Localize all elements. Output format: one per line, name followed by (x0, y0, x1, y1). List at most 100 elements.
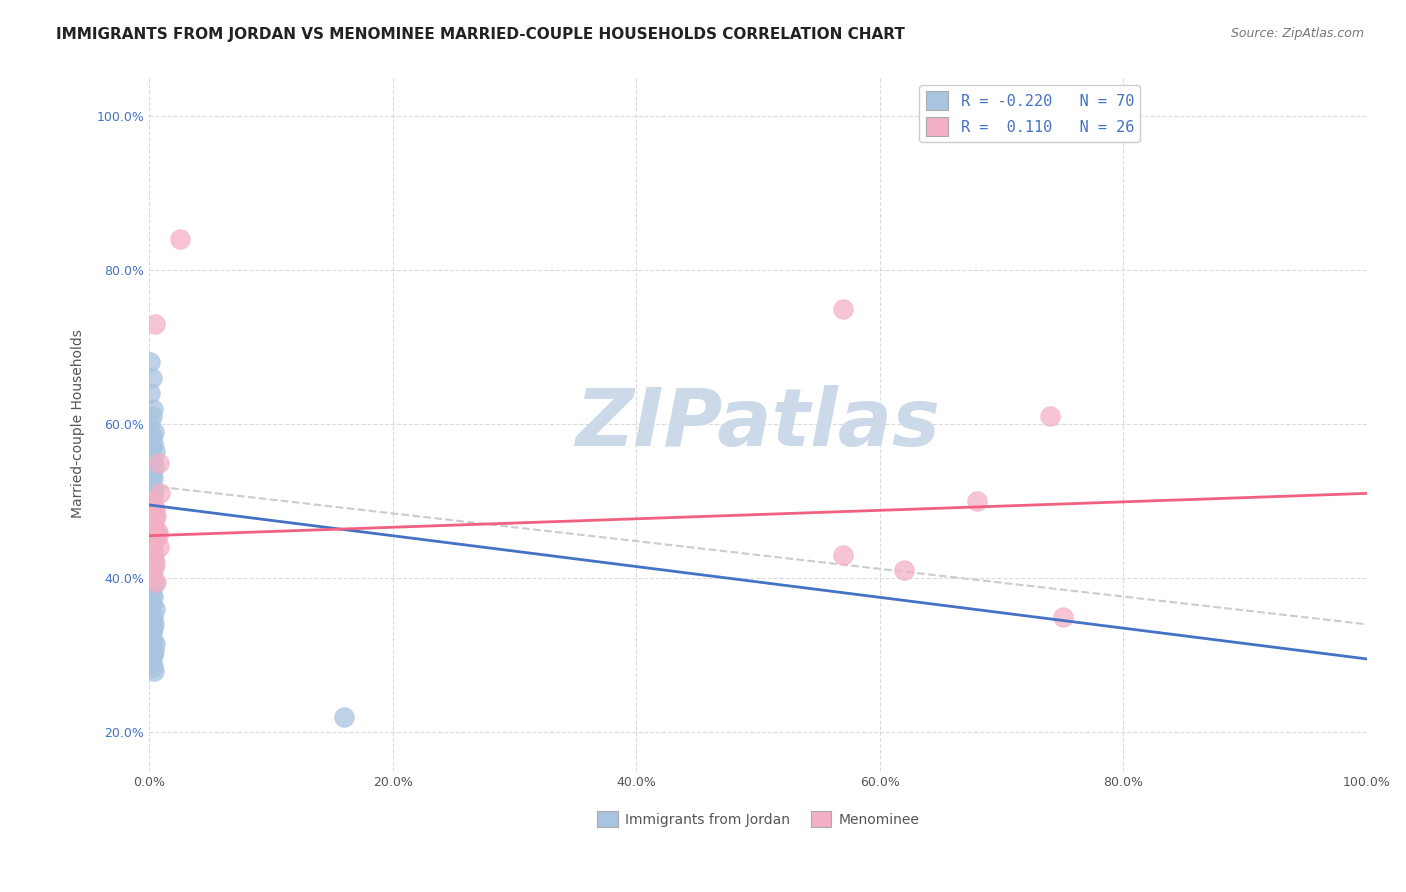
Point (143, 556, 166, 570)
Point (139, 417, 162, 431)
Point (143, 509, 166, 524)
Point (145, 574, 167, 589)
Point (143, 602, 166, 616)
Point (139, 594, 162, 608)
Point (832, 548, 855, 562)
Point (143, 524, 166, 539)
Point (893, 563, 915, 577)
Point (141, 456, 163, 470)
Point (142, 563, 165, 577)
Point (141, 494, 163, 508)
Point (139, 448, 162, 462)
Point (148, 456, 170, 470)
Point (142, 536, 165, 550)
Point (141, 571, 163, 585)
Point (145, 524, 167, 539)
Point (1039, 409, 1062, 424)
Point (141, 467, 163, 482)
Point (142, 521, 165, 535)
Point (1052, 609, 1074, 624)
Point (141, 614, 163, 628)
Point (139, 541, 162, 555)
Point (142, 498, 165, 512)
Point (139, 652, 162, 666)
Point (143, 644, 166, 658)
Point (832, 301, 855, 316)
Point (139, 529, 162, 543)
Point (143, 483, 166, 497)
Point (141, 440, 163, 454)
Point (141, 371, 163, 385)
Point (141, 478, 163, 492)
Point (141, 517, 163, 532)
Point (142, 591, 165, 605)
Point (143, 521, 166, 535)
Point (142, 451, 165, 466)
Point (139, 567, 162, 582)
Point (141, 428, 163, 442)
Point (139, 386, 162, 401)
Point (141, 640, 163, 655)
Point (139, 433, 162, 447)
Point (142, 632, 165, 647)
Point (143, 517, 166, 532)
Text: ZIPatlas: ZIPatlas (575, 385, 941, 463)
Point (143, 533, 166, 547)
Point (141, 598, 163, 612)
Text: Source: ZipAtlas.com: Source: ZipAtlas.com (1230, 27, 1364, 40)
Point (145, 509, 167, 524)
Point (169, 232, 191, 246)
Point (141, 559, 163, 574)
Point (142, 579, 165, 593)
Point (141, 409, 163, 424)
Point (143, 501, 166, 516)
Point (142, 609, 165, 624)
Point (143, 552, 166, 566)
Point (141, 533, 163, 547)
Point (143, 664, 166, 678)
Point (149, 486, 172, 500)
Point (142, 544, 165, 558)
Point (141, 625, 163, 640)
Point (148, 541, 170, 555)
Point (139, 513, 162, 527)
Point (142, 401, 165, 416)
Point (139, 556, 162, 570)
Point (143, 459, 166, 474)
Point (141, 571, 163, 585)
Point (142, 648, 165, 662)
Point (139, 475, 162, 489)
Point (146, 529, 169, 543)
Point (142, 471, 165, 485)
Point (143, 617, 166, 632)
Point (146, 524, 169, 539)
Point (141, 544, 163, 558)
Point (333, 710, 356, 724)
Point (139, 606, 162, 620)
Legend: Immigrants from Jordan, Menominee: Immigrants from Jordan, Menominee (592, 805, 925, 833)
Point (139, 501, 162, 516)
Point (141, 656, 163, 670)
Point (142, 494, 165, 508)
Y-axis label: Married-couple Households: Married-couple Households (72, 330, 86, 518)
Point (142, 659, 165, 673)
Point (966, 494, 988, 508)
Point (139, 355, 162, 369)
Point (143, 574, 166, 589)
Point (143, 425, 166, 439)
Point (142, 621, 165, 635)
Point (143, 501, 166, 516)
Point (142, 548, 165, 562)
Text: IMMIGRANTS FROM JORDAN VS MENOMINEE MARRIED-COUPLE HOUSEHOLDS CORRELATION CHART: IMMIGRANTS FROM JORDAN VS MENOMINEE MARR… (56, 27, 905, 42)
Point (142, 486, 165, 500)
Point (139, 629, 162, 643)
Point (141, 586, 163, 600)
Point (139, 490, 162, 504)
Point (143, 636, 166, 650)
Point (141, 506, 163, 520)
Point (143, 444, 166, 458)
Point (143, 317, 166, 331)
Point (143, 559, 166, 574)
Point (139, 582, 162, 597)
Point (142, 436, 165, 450)
